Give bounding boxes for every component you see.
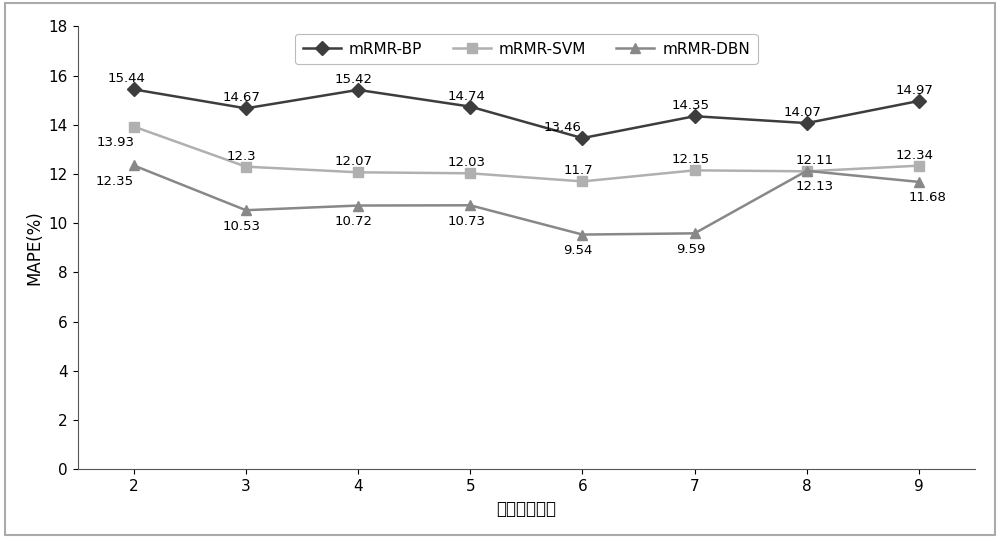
mRMR-DBN <box>576 231 588 238</box>
mRMR-DBN <box>240 207 252 214</box>
mRMR-SVM <box>240 164 252 170</box>
Text: 13.93: 13.93 <box>97 136 135 149</box>
Text: 14.74: 14.74 <box>447 90 485 103</box>
mRMR-SVM <box>689 167 701 174</box>
mRMR-BP <box>689 113 701 119</box>
mRMR-DBN <box>689 230 701 237</box>
Text: 11.68: 11.68 <box>908 192 946 204</box>
mRMR-BP <box>240 105 252 111</box>
Text: 11.7: 11.7 <box>563 165 593 178</box>
mRMR-BP <box>352 87 364 93</box>
mRMR-DBN <box>913 179 925 185</box>
Text: 14.35: 14.35 <box>671 99 709 112</box>
mRMR-SVM <box>913 162 925 169</box>
Text: 12.11: 12.11 <box>796 154 834 167</box>
Text: 12.03: 12.03 <box>447 157 485 169</box>
Text: 12.07: 12.07 <box>335 155 373 168</box>
Text: 12.34: 12.34 <box>896 148 934 162</box>
Y-axis label: MAPE(%): MAPE(%) <box>25 210 43 285</box>
mRMR-BP <box>913 98 925 104</box>
Text: 9.59: 9.59 <box>676 243 705 256</box>
mRMR-SVM <box>464 170 476 176</box>
mRMR-BP <box>801 120 813 126</box>
Line: mRMR-DBN: mRMR-DBN <box>129 160 924 239</box>
Text: 12.13: 12.13 <box>796 180 834 193</box>
Line: mRMR-SVM: mRMR-SVM <box>129 122 924 186</box>
Text: 13.46: 13.46 <box>544 121 582 134</box>
mRMR-DBN <box>352 202 364 209</box>
mRMR-BP <box>464 103 476 110</box>
Text: 14.67: 14.67 <box>223 91 261 104</box>
Text: 15.44: 15.44 <box>108 73 146 86</box>
mRMR-BP <box>576 135 588 141</box>
Text: 14.07: 14.07 <box>784 106 822 119</box>
mRMR-DBN <box>128 162 140 168</box>
mRMR-DBN <box>801 168 813 174</box>
mRMR-SVM <box>128 123 140 130</box>
mRMR-SVM <box>801 168 813 174</box>
Text: 12.15: 12.15 <box>671 153 709 166</box>
mRMR-DBN <box>464 202 476 209</box>
Text: 12.35: 12.35 <box>95 175 133 188</box>
Text: 10.73: 10.73 <box>447 215 485 228</box>
mRMR-SVM <box>352 169 364 175</box>
mRMR-SVM <box>576 178 588 185</box>
Text: 9.54: 9.54 <box>564 244 593 257</box>
Line: mRMR-BP: mRMR-BP <box>129 84 924 143</box>
Text: 10.53: 10.53 <box>223 220 261 232</box>
mRMR-BP <box>128 86 140 93</box>
X-axis label: 按序输入个数: 按序输入个数 <box>496 500 556 518</box>
Text: 14.97: 14.97 <box>896 84 934 97</box>
Text: 10.72: 10.72 <box>335 215 373 228</box>
Text: 15.42: 15.42 <box>335 73 373 86</box>
Text: 12.3: 12.3 <box>227 150 257 162</box>
Legend: mRMR-BP, mRMR-SVM, mRMR-DBN: mRMR-BP, mRMR-SVM, mRMR-DBN <box>295 34 758 65</box>
